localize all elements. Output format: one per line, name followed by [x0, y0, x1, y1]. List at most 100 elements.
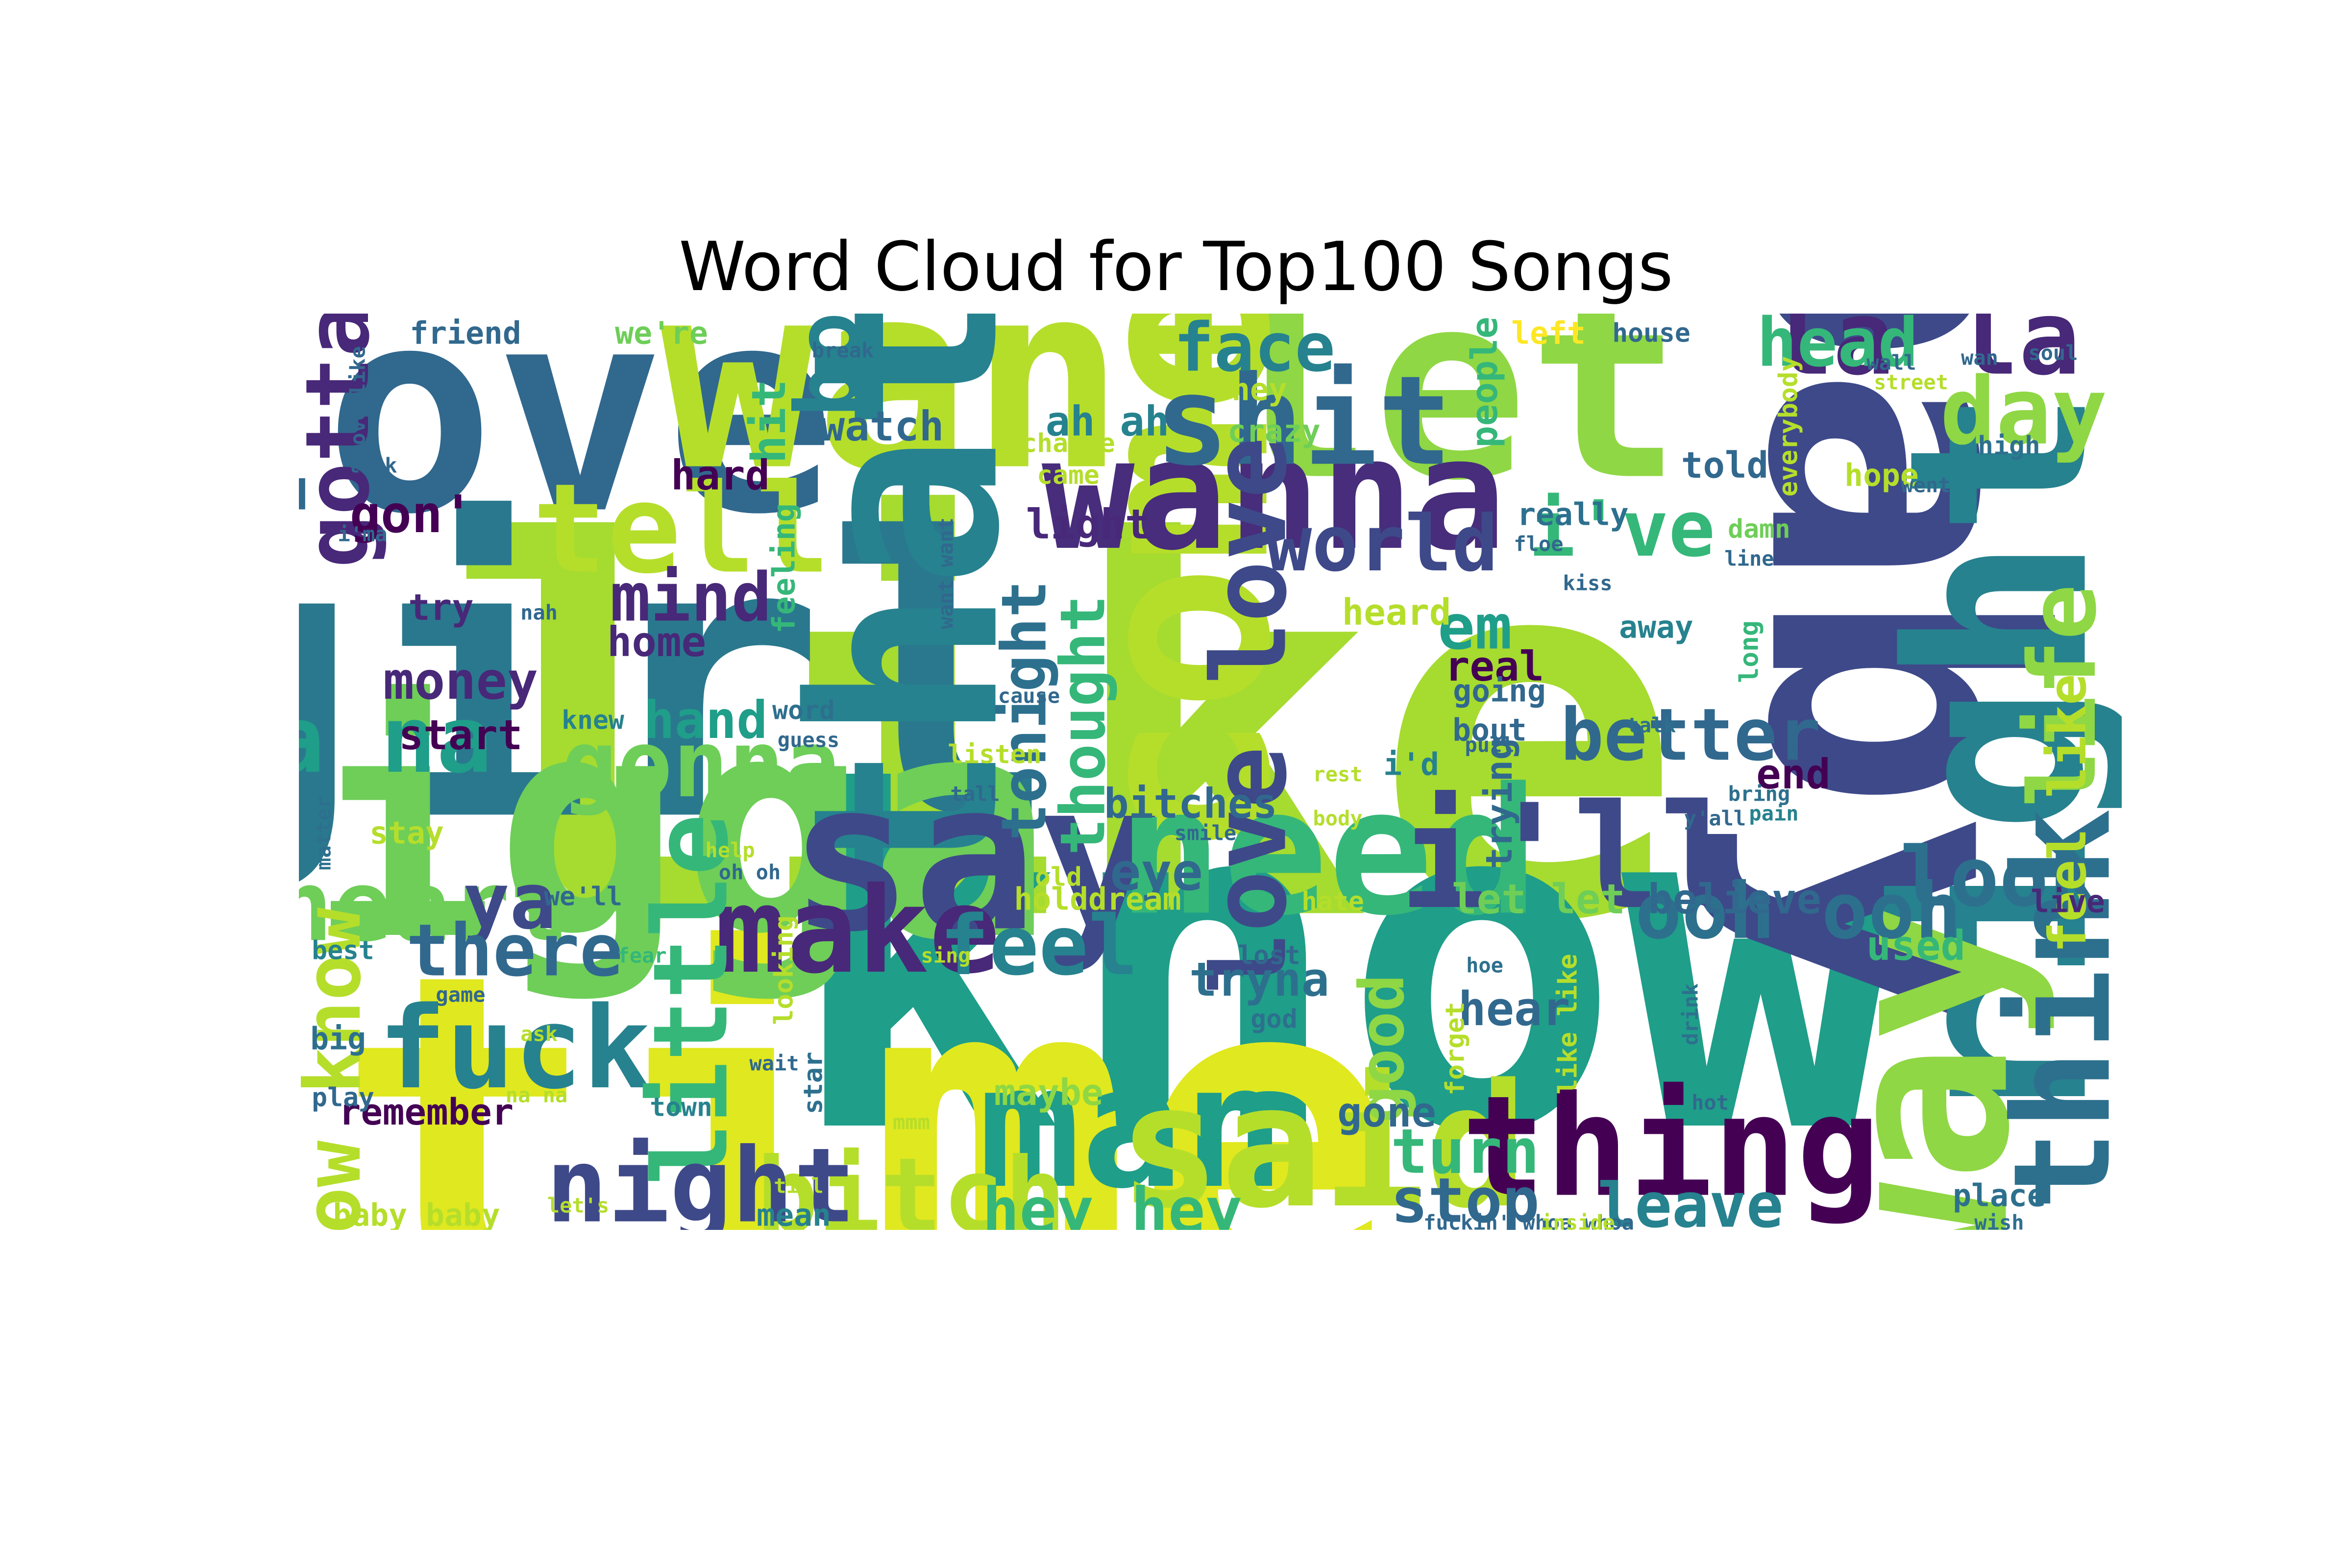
- word-let-s: let's: [547, 1194, 609, 1218]
- word-face: face: [1174, 314, 1335, 387]
- word-body: body: [1313, 807, 1362, 831]
- word-pull: pull: [1465, 733, 1514, 757]
- word-know-know: know know: [299, 907, 378, 1230]
- word-bitches: bitches: [1104, 780, 1277, 828]
- word-god: god: [1250, 1004, 1298, 1034]
- word-real: real: [1445, 642, 1544, 690]
- word-bout: bout: [1452, 712, 1527, 748]
- word-old: old: [1035, 862, 1082, 892]
- word-na-na: na na: [506, 1083, 567, 1107]
- word-word: word: [772, 696, 835, 726]
- word-nigga: nigga: [299, 648, 1053, 1008]
- word-i-ve: i've: [1529, 484, 1715, 574]
- word-away: away: [1619, 610, 1693, 645]
- word-better: better: [1560, 693, 1820, 777]
- word-night: night: [546, 1126, 856, 1230]
- word-going: going: [1453, 673, 1546, 709]
- word-baby: baby: [1686, 314, 2117, 1034]
- word-street: street: [1874, 370, 1948, 394]
- word-hear: hear: [1458, 982, 1570, 1036]
- word-long: long: [1735, 620, 1764, 683]
- word-feel-like: feel like: [2038, 674, 2098, 953]
- word-day: day: [1940, 358, 2107, 466]
- word-crazy: crazy: [1227, 414, 1321, 449]
- word-used: used: [1866, 922, 1965, 970]
- word-shit: shit: [1155, 350, 1452, 493]
- word-man: man: [979, 1028, 1286, 1226]
- word-went: went: [1901, 473, 1950, 497]
- word-watch: watch: [820, 402, 944, 450]
- word-rest: rest: [1313, 762, 1362, 786]
- word-high: high: [1978, 431, 2040, 461]
- word-baby-baby: baby baby: [333, 1198, 500, 1230]
- word-mean: mean: [757, 1198, 831, 1230]
- word-love: love: [299, 314, 836, 577]
- word-bring: bring: [1728, 782, 1790, 806]
- word-ah-ah: ah ah: [1046, 397, 1170, 445]
- word-break: break: [812, 339, 874, 363]
- word-gone: gone: [1337, 1088, 1436, 1136]
- word-fuck: fuck: [378, 983, 651, 1114]
- word-we-re: we're: [615, 316, 708, 351]
- word-really: really: [1517, 497, 1629, 533]
- word-floe: floe: [1514, 532, 1563, 556]
- word-friend: friend: [410, 316, 521, 351]
- word-girl: girl: [299, 457, 1058, 906]
- word-talk: talk: [1626, 713, 1676, 737]
- chart-title: Word Cloud for Top100 Songs: [679, 227, 1673, 306]
- word-mind: mind: [610, 559, 772, 637]
- word-remember: remember: [339, 1091, 514, 1133]
- word-look: look: [1900, 829, 2099, 925]
- word-wall: wall: [1866, 351, 1916, 375]
- word-feel: feel: [940, 898, 1138, 994]
- word-nah: nah: [520, 601, 558, 625]
- word-stay: stay: [369, 815, 444, 851]
- word-tall: tall: [950, 782, 1000, 806]
- word-gonna: gonna: [562, 710, 840, 818]
- word-knew: knew: [562, 706, 624, 735]
- word-inside: inside: [1541, 1211, 1615, 1230]
- word-trying: trying: [1478, 738, 1520, 869]
- word-thought: thought: [1047, 595, 1119, 855]
- word-wanna: wanna: [1042, 405, 1506, 585]
- word-looking: looking: [769, 915, 799, 1025]
- word-smile: smile: [1175, 821, 1236, 845]
- word-need: need: [1117, 751, 1539, 955]
- word-hate: hate: [1301, 887, 1364, 917]
- word-tonight: tonight: [988, 580, 1060, 840]
- word-soul: soul: [2028, 341, 2078, 365]
- word-heart: heart: [299, 850, 569, 964]
- word-wait: wait: [749, 1052, 799, 1076]
- word-time: time: [335, 880, 1400, 1230]
- word-boy: boy: [777, 314, 879, 417]
- word-place: place: [1953, 1178, 2046, 1214]
- word-hope: hope: [1844, 458, 1919, 493]
- word-help: help: [705, 838, 755, 862]
- word-town: town: [650, 1093, 712, 1123]
- word-pain: pain: [1749, 802, 1798, 826]
- word-love-like: love like: [346, 346, 370, 458]
- word-cloud-svg: likeknowtimegirl baby nigga lovewantletthat…: [299, 314, 2122, 1230]
- word-home: home: [607, 618, 706, 666]
- word-good: good: [1346, 974, 1418, 1123]
- word-hot: hot: [1691, 1091, 1729, 1115]
- word-way: way: [1791, 903, 2061, 1230]
- word-believe: believe: [1648, 875, 1821, 923]
- word-matter: matter: [312, 796, 336, 870]
- word-game: game: [436, 983, 485, 1007]
- word-know: know: [785, 696, 1904, 1230]
- word-mmm: mmm: [893, 1110, 930, 1134]
- word-say: say: [789, 738, 1161, 978]
- word-forget: forget: [1441, 1002, 1470, 1095]
- word-there: there: [406, 909, 623, 993]
- word-thing: thing: [1462, 1066, 1881, 1228]
- word-sing: sing: [921, 944, 970, 968]
- word-took: took: [347, 454, 397, 478]
- word-em: em: [1438, 591, 1512, 663]
- word-said: said: [1118, 1048, 1528, 1230]
- word-stop: stop: [1391, 1165, 1539, 1230]
- word-tell: tell: [533, 458, 830, 601]
- word-feeling: feeling: [766, 503, 802, 634]
- word-best: best: [312, 936, 374, 966]
- word-ooh-ooh: ooh ooh: [1635, 866, 1961, 956]
